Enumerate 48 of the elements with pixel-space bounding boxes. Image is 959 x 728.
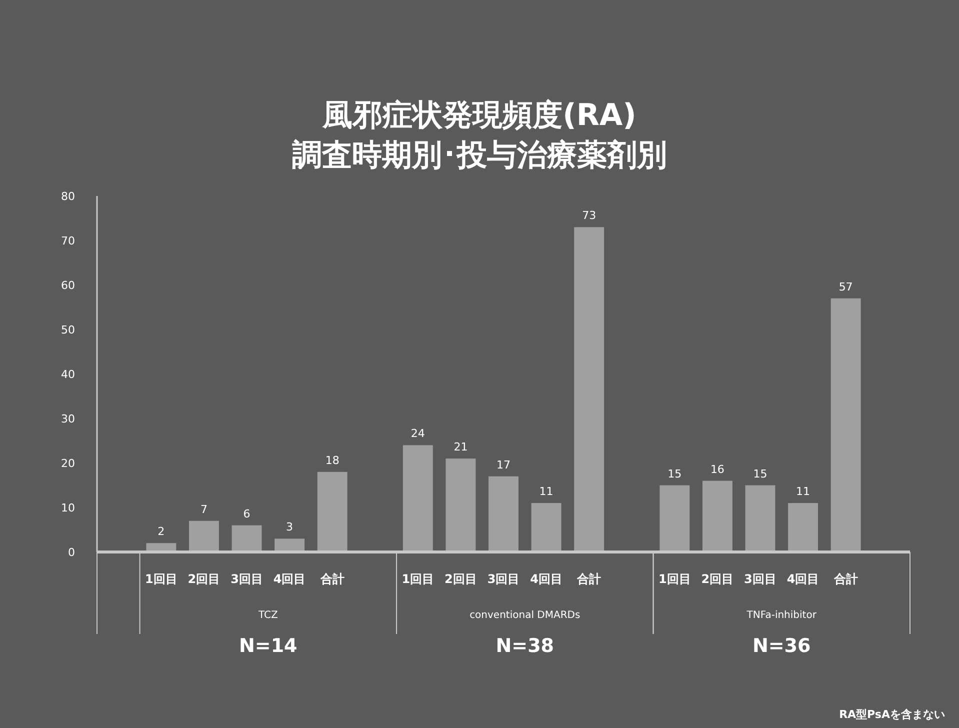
x-tick-label: 1回目 [402,572,434,586]
chart-title: 風邪症状発現頻度(RA) [322,98,636,133]
y-tick-label: 50 [61,324,75,336]
y-tick-label: 80 [61,190,75,203]
text: N=14 [239,635,298,657]
data-label: 17 [496,458,510,472]
x-tick-label: 合計 [576,572,602,586]
data-label: 3 [286,520,294,534]
text: conventional DMARDs [470,610,580,621]
x-tick-label: 3回目 [230,572,263,586]
x-tick-label: 合計 [319,572,344,586]
x-tick-label: 2回目 [701,572,734,586]
data-label: 15 [753,467,768,480]
x-tick-label: 2回目 [444,572,477,586]
data-label: 16 [710,462,724,476]
y-tick-label: 0 [68,546,75,559]
text: RA型PsAを含まない [839,708,945,721]
x-tick-label: 2回目 [188,572,220,586]
x-tick-label: 1回目 [145,572,178,586]
y-tick-label: 10 [61,502,75,514]
text: N=36 [752,635,811,657]
y-tick-label: 40 [61,368,75,381]
text: TCZ [257,610,278,621]
data-label: 73 [582,209,596,222]
y-tick-label: 30 [61,412,75,426]
x-tick-label: 3回目 [487,572,520,586]
x-tick-label: 合計 [832,572,858,586]
data-label: 57 [838,280,853,294]
data-label: 11 [796,485,810,498]
data-label: 24 [410,427,425,440]
y-tick-label: 20 [61,457,75,470]
x-tick-label: 4回目 [530,572,562,586]
data-label: 7 [200,502,208,516]
x-tick-label: 4回目 [786,572,820,586]
text: TNFa-inhibitor [746,610,818,621]
x-tick-label: 3回目 [744,572,776,586]
x-tick-label: 4回目 [273,572,306,586]
data-label: 15 [668,467,682,480]
y-tick-label: 60 [61,279,75,292]
text: N=38 [496,635,554,657]
data-label: 2 [158,525,165,538]
data-label: 11 [539,485,554,498]
data-label: 21 [454,440,468,454]
data-label: 6 [243,507,250,520]
x-tick-label: 1回目 [658,572,691,586]
chart-subtitle: 調査時期別･投与治療薬剤別 [292,138,667,173]
data-label: 18 [325,454,340,467]
y-tick-label: 70 [61,234,75,248]
